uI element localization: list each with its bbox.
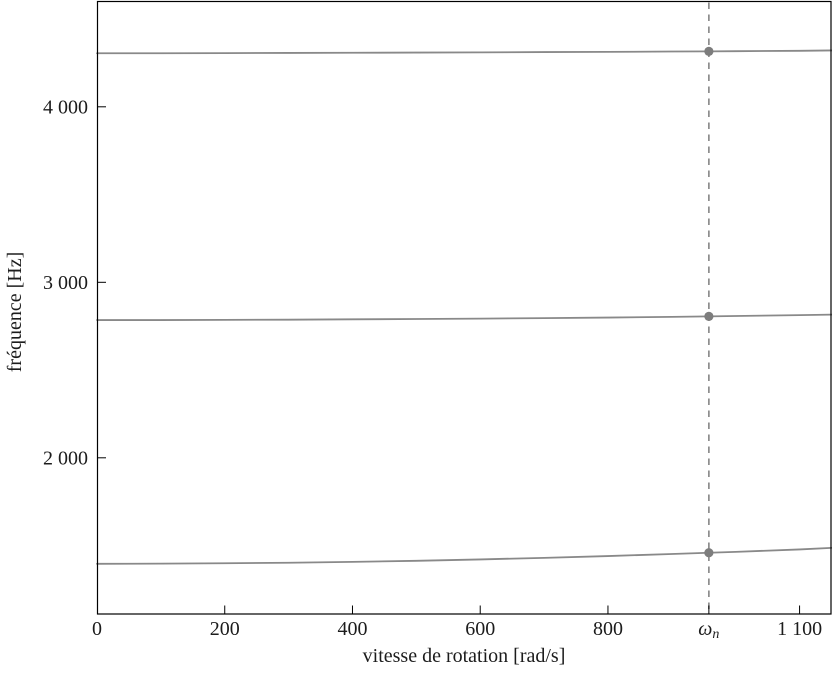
x-tick-label: 1 100 xyxy=(777,618,822,640)
x-axis-title: vitesse de rotation [rad/s] xyxy=(362,645,566,667)
y-tick-label: 4 000 xyxy=(43,96,88,118)
y-axis-title: fréquence [Hz] xyxy=(4,251,26,373)
y-tick-label: 3 000 xyxy=(43,272,88,294)
critical-point-marker xyxy=(704,46,714,56)
x-tick-label: 800 xyxy=(593,618,623,640)
y-tick-label: 2 000 xyxy=(43,447,88,469)
x-tick-label: 400 xyxy=(337,618,367,640)
critical-point-marker xyxy=(704,311,714,321)
mode-2-frequency-curve xyxy=(96,313,832,321)
x-tick-label: 200 xyxy=(210,618,240,640)
x-tick-label: 0 xyxy=(92,618,102,640)
mode-3-frequency-curve xyxy=(96,49,832,55)
x-tick-label: ωn xyxy=(698,618,719,642)
x-tick-label: 600 xyxy=(465,618,495,640)
plot-frame xyxy=(96,0,832,615)
mode-1-frequency-curve xyxy=(96,546,832,565)
critical-point-marker xyxy=(704,548,714,558)
